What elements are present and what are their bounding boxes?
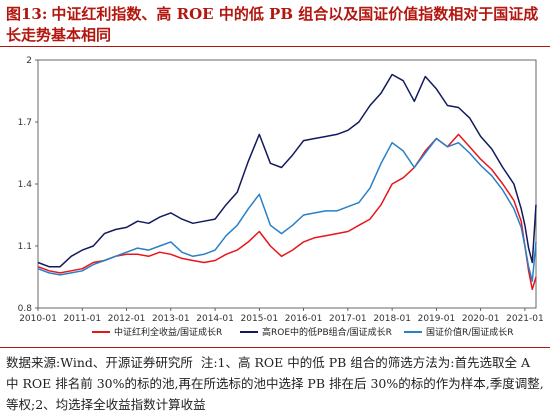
x-tick-label: 2011-01 <box>63 314 101 324</box>
source-note: 数据来源:Wind、开源证券研究所 注:1、高 ROE 中的低 PB 组合的筛选… <box>6 352 546 415</box>
chart-lines <box>37 73 537 291</box>
x-tick-label: 2013-01 <box>152 314 190 324</box>
legend-label-3: 国证价值R/国证成长R <box>426 326 514 338</box>
figure-title-text: 中证红利指数、高 ROE 中的低 PB 组合以及国证价值指数相对于国证成长走势基… <box>6 5 539 44</box>
y-tick-label: 1.7 <box>18 118 32 128</box>
figure-title: 图13: 中证红利指数、高 ROE 中的低 PB 组合以及国证价值指数相对于国证成… <box>6 4 544 46</box>
x-tick-label: 2017-01 <box>329 314 367 324</box>
x-tick-label: 2010-01 <box>19 314 57 324</box>
y-tick-label: 1.1 <box>18 242 32 252</box>
x-tick-label: 2020-01 <box>462 314 500 324</box>
series-line-2 <box>37 73 537 268</box>
x-tick-label: 2015-01 <box>241 314 279 324</box>
chart-legend: 中证红利全收益/国证成长R 高ROE中的低PB组合/国证成长R 国证价值R/国证成长… <box>92 326 514 338</box>
x-tick-label: 2016-01 <box>285 314 323 324</box>
x-tick-label: 2018-01 <box>373 314 411 324</box>
note-text: 注:1、高 ROE 中的低 PB 组合的筛选方法为:首先选取全 A 中 ROE … <box>6 355 544 412</box>
line-chart: 0.8 1.1 1.4 1.7 2 2010-01 2011-01 2012-01 2013-0… <box>18 56 544 338</box>
legend-label-2: 高ROE中的低PB组合/国证成长R <box>262 326 392 338</box>
series-line-3 <box>37 137 537 282</box>
plot-frame <box>37 59 537 309</box>
footer-rule <box>0 347 550 348</box>
x-tick-label: 2014-01 <box>196 314 234 324</box>
x-tick-label: 2021-01 <box>506 314 544 324</box>
figure-label: 图13: <box>6 5 48 23</box>
x-tick-label: 2019-01 <box>418 314 456 324</box>
chart-axes: 0.8 1.1 1.4 1.7 2 2010-01 2011-01 2012-01 2013-0… <box>18 56 544 324</box>
y-tick-label: 2 <box>26 56 32 66</box>
series-line-1 <box>37 133 537 291</box>
source-text: 数据来源:Wind、开源证券研究所 <box>6 355 193 370</box>
x-tick-label: 2012-01 <box>108 314 146 324</box>
legend-label-1: 中证红利全收益/国证成长R <box>114 326 222 338</box>
y-tick-label: 0.8 <box>18 304 33 314</box>
y-tick-label: 1.4 <box>18 180 33 190</box>
title-rule <box>0 46 550 47</box>
